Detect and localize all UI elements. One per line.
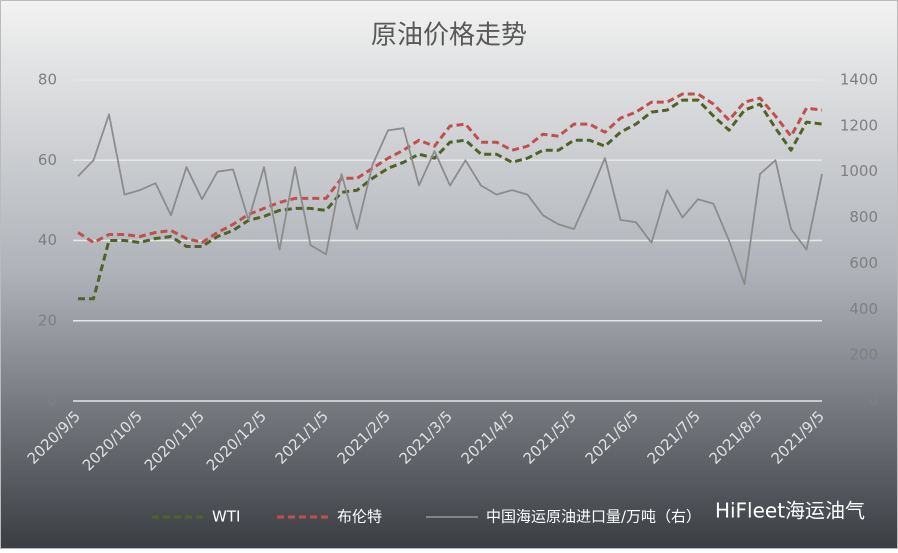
y-tick-label: 0: [47, 392, 57, 410]
y-tick-label: 80: [38, 71, 57, 89]
y2-tick-label: 0: [868, 392, 878, 410]
watermark: HiFleet海运油气: [715, 499, 865, 523]
chart-title: 原油价格走势: [371, 21, 527, 51]
legend-label: 中国海运原油进口量/万吨（右）: [486, 508, 701, 526]
y2-tick-label: 200: [849, 346, 878, 364]
y2-tick-label: 1400: [840, 71, 878, 89]
y2-tick-label: 800: [849, 208, 878, 226]
y2-tick-label: 1000: [840, 162, 878, 180]
y-tick-label: 20: [38, 311, 57, 329]
series-line: [78, 98, 823, 301]
series-line: [77, 92, 823, 244]
legend-label: 布伦特: [337, 508, 382, 526]
y-tick-label: 60: [38, 151, 57, 169]
y2-tick-label: 400: [849, 300, 878, 318]
y2-tick-label: 600: [849, 254, 878, 272]
y2-tick-label: 1200: [840, 116, 878, 134]
y-tick-label: 40: [38, 231, 57, 249]
series-line: [77, 113, 823, 285]
legend-label: WTI: [212, 508, 240, 526]
